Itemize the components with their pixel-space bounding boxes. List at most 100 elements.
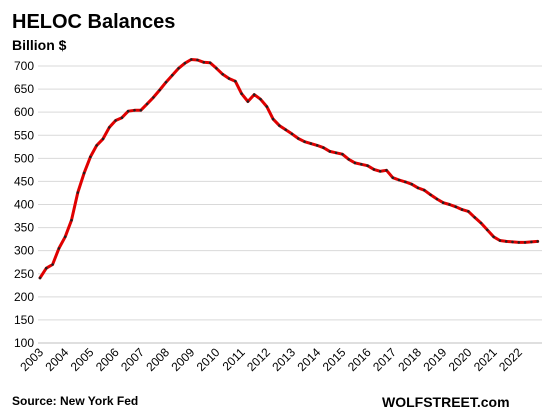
- data-point-2018-Q1: [416, 186, 420, 190]
- y-tick-label-450: 450: [14, 174, 34, 188]
- data-point-2010-Q1: [215, 67, 218, 70]
- data-point-2019-Q2: [448, 203, 451, 206]
- data-point-2022-Q2: [523, 241, 527, 244]
- x-tick-label-2013: 2013: [269, 345, 298, 374]
- data-point-2003-Q2: [45, 266, 48, 270]
- y-tick-label-100: 100: [14, 336, 34, 350]
- data-point-2005-Q2: [95, 144, 98, 147]
- data-point-2016-Q2: [372, 168, 376, 171]
- data-point-2007-Q2: [145, 102, 149, 106]
- data-point-2012-Q4: [284, 128, 288, 131]
- data-point-2013-Q4: [309, 142, 313, 145]
- gridlines: [38, 65, 542, 344]
- y-tick-label-150: 150: [14, 313, 34, 327]
- data-point-2004-Q3: [76, 191, 80, 194]
- data-point-2011-Q4: [259, 97, 262, 101]
- x-tick-label-2020: 2020: [446, 345, 475, 374]
- data-point-2021-Q4: [511, 240, 514, 244]
- series-line-layer: [38, 58, 540, 280]
- series-line-0: [38, 58, 540, 280]
- data-point-2007-Q4: [158, 88, 161, 92]
- data-point-2020-Q2: [473, 216, 477, 219]
- x-tick-label-2007: 2007: [118, 345, 147, 374]
- data-point-2014-Q3: [328, 150, 332, 153]
- y-tick-label-600: 600: [14, 105, 34, 119]
- x-tick-label-2005: 2005: [68, 345, 97, 374]
- data-point-2005-Q4: [108, 126, 111, 129]
- data-point-2018-Q3: [429, 193, 432, 197]
- data-point-2022-Q1: [517, 241, 521, 244]
- data-point-2006-Q3: [126, 109, 130, 113]
- data-point-2021-Q3: [504, 240, 508, 243]
- data-point-2008-Q2: [171, 73, 174, 77]
- data-point-2007-Q3: [152, 96, 155, 99]
- y-tick-label-350: 350: [14, 221, 34, 235]
- data-point-2020-Q3: [479, 221, 483, 225]
- y-axis-ticks: 100 150 200 250 300 350 400 450 500 550 600 650 700: [14, 59, 34, 350]
- data-point-2005-Q1: [89, 155, 92, 159]
- data-point-2015-Q2: [347, 158, 351, 161]
- y-tick-label-200: 200: [14, 290, 34, 304]
- data-point-2004-Q1: [63, 235, 67, 239]
- data-point-2008-Q4: [183, 61, 187, 65]
- data-point-2018-Q4: [435, 197, 439, 201]
- chart-title: HELOC Balances: [12, 11, 175, 33]
- data-point-2016-Q4: [385, 169, 388, 172]
- x-tick-label-2006: 2006: [93, 345, 122, 374]
- data-point-2006-Q1: [114, 119, 117, 122]
- y-axis-unit-label: Billion $: [12, 37, 67, 53]
- data-point-2014-Q4: [334, 151, 338, 155]
- data-point-2017-Q3: [404, 180, 407, 184]
- y-tick-label-300: 300: [14, 244, 34, 258]
- brand-label: WOLFSTREET.com: [382, 394, 510, 410]
- data-point-2003-Q4: [57, 247, 61, 250]
- data-point-2009-Q2: [196, 58, 199, 62]
- data-point-2019-Q4: [460, 208, 464, 211]
- data-point-2012-Q1: [265, 105, 269, 108]
- data-point-2007-Q1: [139, 109, 143, 112]
- data-point-2015-Q3: [353, 161, 357, 165]
- data-point-2003-Q3: [51, 263, 54, 266]
- y-tick-label-500: 500: [14, 151, 34, 165]
- y-tick-label-250: 250: [14, 267, 34, 281]
- data-point-2021-Q1: [492, 235, 495, 239]
- data-point-2009-Q3: [202, 61, 206, 64]
- source-note: Source: New York Fed: [12, 394, 138, 408]
- data-point-2012-Q2: [271, 117, 275, 121]
- y-tick-label-700: 700: [14, 59, 34, 73]
- data-point-2009-Q1: [189, 58, 193, 61]
- x-tick-label-2017: 2017: [370, 345, 399, 374]
- data-point-2013-Q2: [297, 137, 300, 140]
- data-point-2014-Q2: [322, 146, 325, 149]
- data-point-2013-Q3: [303, 140, 306, 143]
- data-point-2010-Q2: [221, 73, 224, 76]
- x-axis-ticks: 2003200420052006200720082009201020112012…: [17, 345, 525, 374]
- data-point-2015-Q1: [341, 152, 344, 156]
- y-tick-label-550: 550: [14, 128, 34, 142]
- data-point-2022-Q3: [530, 240, 533, 244]
- x-tick-label-2018: 2018: [395, 345, 424, 374]
- data-point-markers: [38, 58, 539, 280]
- data-point-2013-Q1: [290, 132, 294, 136]
- data-point-2011-Q3: [252, 93, 256, 96]
- data-point-2019-Q1: [441, 201, 445, 204]
- data-point-2012-Q3: [278, 124, 281, 127]
- data-point-2020-Q4: [486, 228, 489, 232]
- data-point-2017-Q2: [397, 178, 401, 182]
- x-tick-label-2009: 2009: [169, 345, 198, 374]
- data-point-2017-Q4: [410, 182, 414, 186]
- y-tick-label-650: 650: [14, 82, 34, 96]
- data-point-2011-Q2: [246, 100, 250, 103]
- data-point-2004-Q4: [82, 171, 86, 175]
- x-tick-label-2010: 2010: [194, 345, 223, 374]
- x-tick-label-2011: 2011: [220, 345, 248, 373]
- data-point-2016-Q3: [378, 170, 382, 173]
- data-point-2009-Q4: [208, 61, 212, 65]
- data-point-2019-Q3: [454, 205, 458, 209]
- data-point-2020-Q1: [467, 210, 470, 213]
- data-point-2005-Q3: [101, 137, 105, 141]
- x-tick-label-2019: 2019: [421, 345, 450, 374]
- data-point-2004-Q2: [70, 218, 73, 222]
- x-tick-label-2016: 2016: [345, 345, 374, 374]
